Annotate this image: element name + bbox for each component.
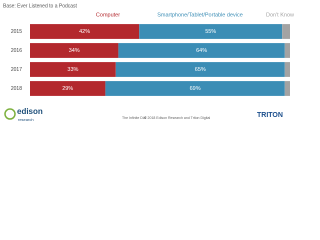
bar-segment xyxy=(282,24,290,39)
legend-label: Smartphone/Tablet/Portable device xyxy=(157,12,243,18)
legend-label: Computer xyxy=(96,12,120,18)
logo-left-sub: research xyxy=(18,117,34,122)
footer-source: The Infinite Dial xyxy=(122,116,147,120)
logo-icon xyxy=(4,108,16,120)
y-tick-label: 2018 xyxy=(11,86,22,92)
page: {"chart_data": {"type": "stacked-bar-hor… xyxy=(3,3,294,123)
data-label: 29% xyxy=(62,86,73,92)
logo-right: TRITON xyxy=(257,112,283,119)
bar-segment xyxy=(284,81,290,96)
bar-segment xyxy=(115,62,285,77)
data-label: 64% xyxy=(196,48,207,54)
bar-segment xyxy=(30,43,119,58)
bar-segment xyxy=(284,62,290,77)
bar-segment xyxy=(139,24,283,39)
bar-segment xyxy=(105,81,285,96)
data-label: 65% xyxy=(195,67,206,73)
y-tick-label: 2016 xyxy=(11,48,22,54)
chart-title: Base: Ever Listened to a Podcast xyxy=(3,3,78,9)
data-label: 34% xyxy=(69,48,80,54)
footer-copyright: © 2018 Edison Research and Triton Digita… xyxy=(144,116,210,120)
chart: Base: Ever Listened to a Podcast The Inf… xyxy=(3,3,294,122)
logo-left: edison xyxy=(17,107,43,116)
data-label: 42% xyxy=(79,29,90,35)
data-label: 55% xyxy=(205,29,216,35)
data-label: 69% xyxy=(190,86,201,92)
bar-segment xyxy=(30,62,116,77)
bar-segment xyxy=(30,81,106,96)
y-tick-label: 2015 xyxy=(11,29,22,35)
bar-segment xyxy=(118,43,285,58)
y-tick-label: 2017 xyxy=(11,67,22,73)
data-label: 33% xyxy=(67,67,78,73)
bar-segment xyxy=(30,24,140,39)
bar-segment xyxy=(284,43,290,58)
legend-label: Don't Know xyxy=(266,12,294,18)
